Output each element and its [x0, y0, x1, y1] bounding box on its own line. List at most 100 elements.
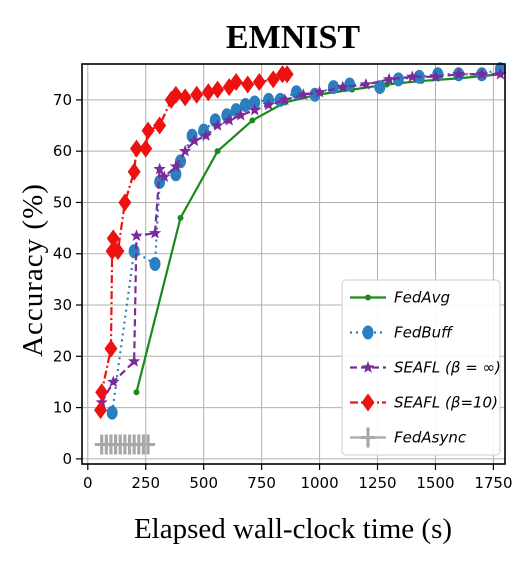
- series-4: [94, 434, 156, 455]
- x-axis-label: Elapsed wall-clock time (s): [134, 513, 452, 545]
- data-point-diamond: [139, 139, 153, 158]
- data-point-diamond: [94, 401, 108, 420]
- series-3: [94, 65, 294, 420]
- y-tick-label: 30: [53, 296, 72, 314]
- legend-label: FedBuff: [394, 324, 454, 342]
- legend-label: SEAFL (β=10): [394, 394, 498, 412]
- data-point-diamond: [190, 85, 204, 104]
- data-point-circle: [362, 325, 374, 340]
- legend-label: SEAFL (β = ∞): [394, 359, 501, 377]
- y-tick-label: 70: [53, 91, 72, 109]
- data-point-star: [199, 129, 213, 142]
- legend: FedAvg FedBuff SEAFL (β = ∞) SEAFL (β=10) Fe…: [341, 279, 501, 456]
- chart-title: EMNIST: [226, 19, 360, 56]
- data-point-circle: [249, 95, 261, 110]
- y-tick-label: 0: [62, 450, 72, 468]
- series-2: [95, 67, 507, 408]
- data-point-star: [429, 70, 442, 83]
- y-tick-label: 60: [53, 142, 72, 160]
- x-tick-label: 250: [131, 474, 160, 492]
- data-point-star: [188, 134, 201, 147]
- data-point-star: [130, 229, 143, 242]
- x-tick-label: 500: [189, 474, 218, 492]
- data-point-diamond: [129, 139, 143, 158]
- legend-label: FedAsync: [394, 429, 467, 447]
- legend-label: FedAvg: [394, 289, 450, 307]
- x-tick-label: 750: [247, 474, 276, 492]
- data-point-tri: [141, 434, 156, 455]
- data-point-star: [169, 160, 183, 172]
- data-point-star: [153, 162, 166, 175]
- data-point-diamond: [252, 72, 266, 91]
- data-point-circle: [344, 77, 356, 92]
- data-point-star: [494, 67, 507, 80]
- tick-layer: 0 250 500 750 1000 1250 1500 1750 0 10 20 30 40 50 60 7…: [53, 91, 513, 492]
- data-point-star: [211, 119, 224, 131]
- data-point-star: [382, 72, 396, 85]
- data-point-circle: [106, 405, 118, 420]
- y-tick-label: 50: [53, 193, 72, 211]
- data-point-star: [278, 93, 291, 106]
- data-point-dot: [249, 117, 256, 124]
- data-point-star: [452, 67, 465, 80]
- y-tick-label: 20: [53, 347, 72, 365]
- data-point-star: [475, 67, 488, 80]
- data-point-diamond: [106, 229, 120, 248]
- data-point-star: [313, 85, 326, 98]
- data-point-star: [158, 170, 171, 183]
- data-point-tri-cross: [361, 436, 375, 439]
- data-point-star: [234, 108, 247, 121]
- data-point-diamond: [104, 339, 118, 358]
- data-point-diamond: [361, 393, 375, 412]
- data-point-circle: [149, 257, 161, 271]
- legend-box: [341, 279, 501, 456]
- data-point-diamond: [229, 72, 243, 91]
- data-point-diamond: [141, 121, 155, 140]
- x-tick-label: 1000: [300, 474, 338, 492]
- data-point-star: [406, 70, 419, 83]
- data-point-diamond: [153, 116, 167, 135]
- data-point-dot: [383, 81, 390, 88]
- data-point-diamond: [118, 193, 132, 212]
- data-point-diamond: [169, 85, 183, 104]
- data-point-diamond: [241, 75, 255, 94]
- data-point-dot: [214, 148, 221, 155]
- data-point-diamond: [127, 162, 141, 181]
- data-point-circle: [374, 80, 386, 95]
- data-point-diamond: [95, 383, 109, 402]
- data-point-dot: [133, 389, 140, 396]
- data-point-star: [361, 361, 375, 373]
- data-point-circle: [239, 98, 251, 113]
- data-point-star: [262, 98, 275, 111]
- data-point-diamond: [201, 83, 215, 102]
- series-line: [100, 73, 501, 404]
- y-tick-label: 10: [53, 399, 72, 417]
- data-point-diamond: [111, 242, 125, 261]
- data-point-star: [297, 88, 310, 101]
- data-point-dot: [177, 214, 184, 221]
- x-tick-label: 1750: [474, 474, 512, 492]
- data-point-star: [223, 113, 236, 126]
- series-layer: [94, 62, 507, 455]
- data-point-circle: [327, 80, 339, 95]
- x-tick-label: 1250: [358, 474, 396, 492]
- data-point-diamond: [211, 80, 225, 99]
- x-tick-label: 1500: [416, 474, 454, 492]
- data-point-tri-cross: [141, 443, 156, 447]
- y-tick-label: 40: [53, 245, 72, 263]
- data-point-diamond: [178, 88, 192, 107]
- data-point-tri: [361, 427, 375, 448]
- plot-frame: [81, 63, 506, 465]
- data-point-star: [127, 354, 141, 367]
- data-point-star: [178, 144, 192, 157]
- data-point-diamond: [280, 65, 294, 84]
- y-axis-label: Accuracy (%): [17, 183, 49, 357]
- data-point-star: [107, 375, 120, 388]
- x-tick-label: 0: [83, 474, 93, 492]
- data-point-dot: [365, 294, 371, 301]
- data-point-star: [336, 80, 349, 93]
- data-point-star: [95, 395, 108, 408]
- data-point-circle: [128, 244, 140, 259]
